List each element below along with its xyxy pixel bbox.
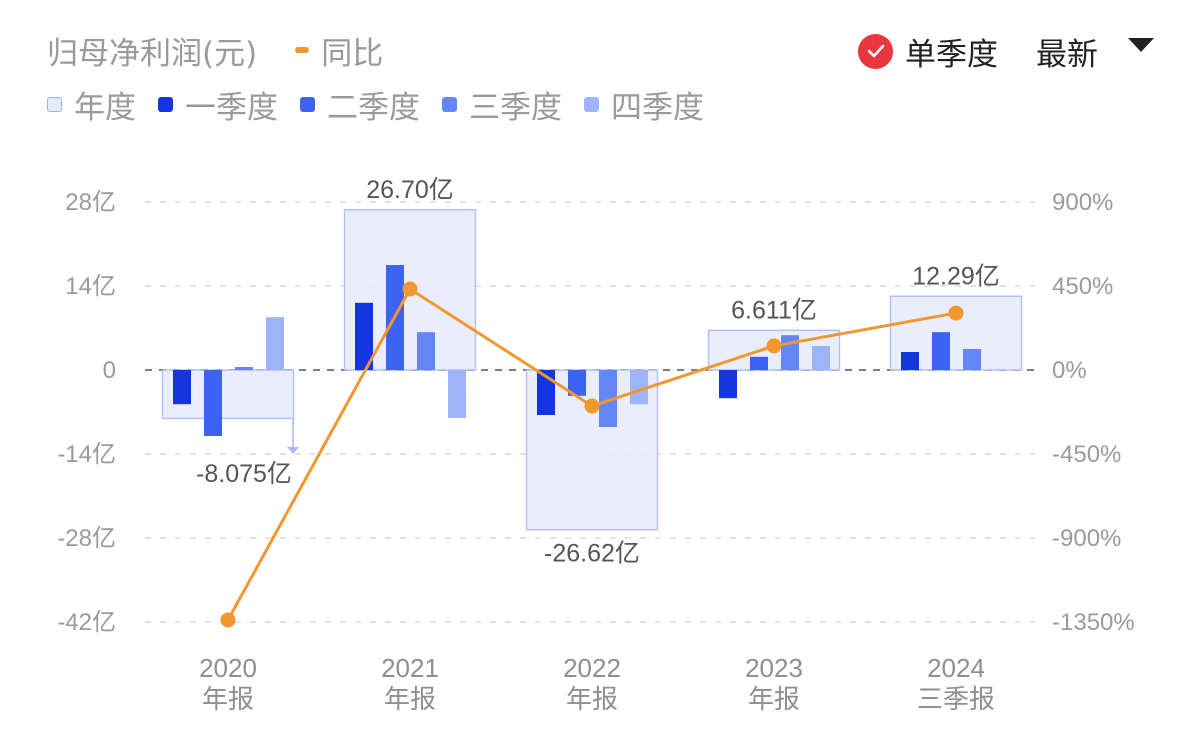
check-icon bbox=[867, 44, 884, 58]
left-axis-tick: 0 bbox=[103, 357, 116, 384]
quarter-bar[interactable] bbox=[963, 349, 981, 370]
legend-swatch bbox=[47, 96, 62, 112]
quarter-bar[interactable] bbox=[417, 332, 435, 370]
x-axis-label: 2021 bbox=[381, 653, 439, 683]
quarter-bar[interactable] bbox=[235, 367, 253, 370]
metric-title: 归母净利润(元) bbox=[47, 35, 258, 72]
quarter-bar[interactable] bbox=[173, 370, 191, 405]
yoy-legend-label[interactable]: 同比 bbox=[321, 35, 384, 72]
legend-swatch bbox=[442, 96, 457, 112]
sort-dropdown-label[interactable]: 最新 bbox=[1036, 36, 1098, 73]
left-axis-tick: 14亿 bbox=[65, 273, 116, 300]
legend-item[interactable]: 年度 bbox=[47, 82, 136, 127]
quarter-bar[interactable] bbox=[750, 356, 768, 370]
quarter-bar[interactable] bbox=[630, 370, 648, 405]
legend-label: 三季度 bbox=[469, 89, 562, 126]
annual-value-label: 12.29亿 bbox=[912, 262, 1000, 290]
quarter-bar[interactable] bbox=[932, 332, 950, 370]
x-axis-label: 2024 bbox=[927, 653, 985, 683]
yoy-point[interactable] bbox=[402, 281, 418, 297]
quarter-bar[interactable] bbox=[599, 370, 617, 427]
yoy-legend-swatch bbox=[295, 47, 310, 53]
legend-item[interactable]: 四季度 bbox=[584, 82, 704, 127]
right-axis-tick: 0% bbox=[1052, 357, 1087, 384]
legend-label: 一季度 bbox=[185, 89, 278, 126]
quarter-bar[interactable] bbox=[266, 317, 284, 370]
chart-controls: 单季度 最新 bbox=[858, 26, 1154, 76]
right-axis-tick: 450% bbox=[1052, 273, 1113, 300]
legend-item[interactable]: 三季度 bbox=[442, 82, 562, 127]
quarter-bar[interactable] bbox=[448, 370, 466, 418]
quarter-bar[interactable] bbox=[568, 370, 586, 396]
x-axis-label: 2020 bbox=[199, 653, 257, 683]
single-quarter-checkbox[interactable] bbox=[858, 33, 893, 69]
series-legend: 年度 一季度 二季度 三季度 四季度 bbox=[47, 82, 726, 126]
quarter-bar[interactable] bbox=[812, 346, 830, 370]
annual-value-label: 6.611亿 bbox=[731, 296, 817, 324]
dropdown-triangle-icon[interactable] bbox=[1128, 38, 1154, 52]
quarter-bar[interactable] bbox=[204, 370, 222, 436]
yoy-point[interactable] bbox=[766, 338, 782, 354]
x-axis-label: 2022 bbox=[563, 653, 621, 683]
x-axis-label: 年报 bbox=[748, 684, 800, 714]
right-axis-tick: -1350% bbox=[1052, 609, 1135, 636]
annual-value-label: 26.70亿 bbox=[366, 176, 454, 204]
right-axis-tick: 900% bbox=[1052, 189, 1113, 216]
quarter-bar[interactable] bbox=[355, 302, 373, 370]
x-axis-label: 年报 bbox=[202, 684, 254, 714]
quarter-bar[interactable] bbox=[537, 370, 555, 415]
x-axis-label: 年报 bbox=[566, 684, 618, 714]
legend-label: 二季度 bbox=[327, 89, 420, 126]
legend-item[interactable]: 一季度 bbox=[158, 82, 278, 127]
legend-swatch bbox=[158, 96, 173, 112]
annual-value-label: -26.62亿 bbox=[544, 540, 640, 568]
x-axis-label: 三季报 bbox=[917, 684, 995, 714]
left-axis-tick: -14亿 bbox=[57, 441, 116, 468]
chart-header: 归母净利润(元) 同比 bbox=[47, 28, 383, 72]
x-axis-label: 年报 bbox=[384, 684, 436, 714]
yoy-point[interactable] bbox=[584, 398, 600, 414]
x-axis-label: 2023 bbox=[745, 653, 803, 683]
right-axis-tick: -900% bbox=[1052, 525, 1121, 552]
legend-label: 四季度 bbox=[611, 89, 704, 126]
left-axis-tick: -28亿 bbox=[57, 525, 116, 552]
left-axis-tick: 28亿 bbox=[65, 189, 116, 216]
quarter-bar[interactable] bbox=[719, 370, 737, 399]
legend-swatch bbox=[584, 96, 599, 112]
quarter-bar[interactable] bbox=[901, 352, 919, 370]
legend-swatch bbox=[300, 96, 315, 112]
legend-item[interactable]: 二季度 bbox=[300, 82, 420, 127]
single-quarter-label[interactable]: 单季度 bbox=[905, 36, 998, 73]
yoy-point[interactable] bbox=[948, 305, 964, 321]
legend-label: 年度 bbox=[74, 89, 136, 126]
overflow-arrow-icon bbox=[287, 447, 299, 454]
annual-value-label: -8.075亿 bbox=[196, 460, 292, 488]
right-axis-tick: -450% bbox=[1052, 441, 1121, 468]
yoy-point[interactable] bbox=[220, 612, 236, 628]
left-axis-tick: -42亿 bbox=[57, 609, 116, 636]
